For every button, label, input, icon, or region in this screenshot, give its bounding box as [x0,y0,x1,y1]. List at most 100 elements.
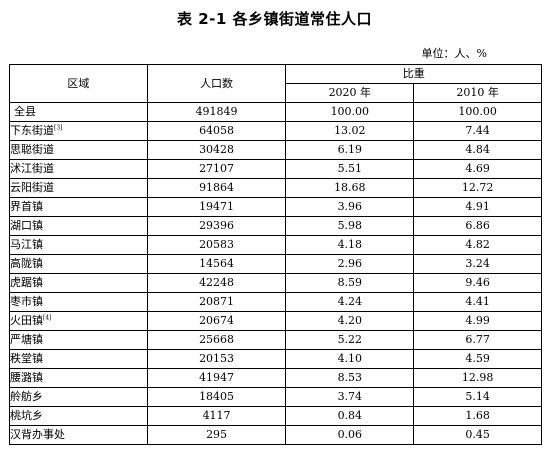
table-row: 汉背办事处 295 0.06 0.45 [9,425,542,445]
region-cell: 全县 [9,102,148,122]
region-cell: 云阳街道 [9,178,148,198]
population-cell: 91864 [146,178,287,198]
share-2010-cell: 4.82 [413,235,542,255]
share-2010-cell: 7.44 [413,121,542,141]
region-name: 秩堂镇 [10,352,43,365]
region-name: 枣市镇 [10,295,43,308]
share-2020-cell: 5.51 [285,159,415,179]
table-row: 沭江街道 27107 5.51 4.69 [9,159,542,179]
table-row: 秩堂镇 20153 4.10 4.59 [9,349,542,369]
share-2010-cell: 12.72 [413,178,542,198]
region-name: 舲舫乡 [10,390,43,403]
share-2010-cell: 4.91 [413,197,542,217]
region-name: 严塘镇 [10,333,43,346]
region-cell: 汉背办事处 [9,425,148,445]
region-cell: 界首镇 [9,197,148,217]
region-cell: 高陇镇 [9,254,148,274]
region-cell: 秩堂镇 [9,349,148,369]
share-2010-cell: 4.69 [413,159,542,179]
table-row: 虎踞镇 42248 8.59 9.46 [9,273,542,293]
share-2010-cell: 0.45 [413,425,542,445]
share-2020-cell: 3.96 [285,197,415,217]
region-cell: 马江镇 [9,235,148,255]
share-2020-cell: 2.96 [285,254,415,274]
region-name: 汉背办事处 [10,428,65,441]
share-2020-cell: 13.02 [285,121,415,141]
header-year-2010: 2010 年 [413,83,542,103]
region-cell: 下东街道[3] [9,121,148,141]
share-2020-cell: 6.19 [285,140,415,160]
population-cell: 4117 [146,406,287,426]
share-2020-cell: 3.74 [285,387,415,407]
share-2010-cell: 3.24 [413,254,542,274]
table-row: 舲舫乡 18405 3.74 5.14 [9,387,542,407]
region-name: 高陇镇 [10,257,43,270]
population-cell: 20583 [146,235,287,255]
share-2020-cell: 4.18 [285,235,415,255]
table-row: 界首镇 19471 3.96 4.91 [9,197,542,217]
share-2010-cell: 4.99 [413,311,542,331]
share-2010-cell: 9.46 [413,273,542,293]
region-cell: 思聪街道 [9,140,148,160]
population-table: 区域 人口数 比重 2020 年 2010 年 全县 491849 100.00 10… [9,64,542,445]
population-cell: 295 [146,425,287,445]
share-2020-cell: 4.10 [285,349,415,369]
share-2010-cell: 100.00 [413,102,542,122]
region-cell: 严塘镇 [9,330,148,350]
population-cell: 25668 [146,330,287,350]
population-cell: 18405 [146,387,287,407]
table-row: 枣市镇 20871 4.24 4.41 [9,292,542,312]
region-name: 沭江街道 [10,162,54,175]
header-share: 比重 [285,64,542,84]
share-2020-cell: 4.20 [285,311,415,331]
share-2010-cell: 4.84 [413,140,542,160]
table-row: 桃坑乡 4117 0.84 1.68 [9,406,542,426]
table-row: 湖口镇 29396 5.98 6.86 [9,216,542,236]
region-name: 虎踞镇 [10,276,43,289]
population-cell: 41947 [146,368,287,388]
table-row: 火田镇[4] 20674 4.20 4.99 [9,311,542,331]
share-2010-cell: 4.41 [413,292,542,312]
share-2020-cell: 4.24 [285,292,415,312]
region-name: 马江镇 [10,238,43,251]
share-2020-cell: 0.84 [285,406,415,426]
region-cell: 枣市镇 [9,292,148,312]
population-cell: 19471 [146,197,287,217]
table-row: 全县 491849 100.00 100.00 [9,102,542,122]
region-name: 下东街道 [10,124,54,137]
population-cell: 20674 [146,311,287,331]
region-name: 火田镇 [10,314,43,327]
share-2010-cell: 4.59 [413,349,542,369]
region-name: 腰潞镇 [10,371,43,384]
population-cell: 14564 [146,254,287,274]
region-cell: 虎踞镇 [9,273,148,293]
table-row: 严塘镇 25668 5.22 6.77 [9,330,542,350]
region-name: 云阳街道 [10,181,54,194]
header-region: 区域 [9,64,148,103]
region-cell: 沭江街道 [9,159,148,179]
region-cell: 腰潞镇 [9,368,148,388]
share-2020-cell: 5.22 [285,330,415,350]
share-2010-cell: 12.98 [413,368,542,388]
population-cell: 64058 [146,121,287,141]
table-row: 高陇镇 14564 2.96 3.24 [9,254,542,274]
table-row: 思聪街道 30428 6.19 4.84 [9,140,542,160]
region-name: 界首镇 [10,200,43,213]
population-cell: 27107 [146,159,287,179]
region-cell: 火田镇[4] [9,311,148,331]
region-cell: 桃坑乡 [9,406,148,426]
unit-label: 单位：人、% [421,47,487,60]
share-2010-cell: 6.86 [413,216,542,236]
region-name: 湖口镇 [10,219,43,232]
population-cell: 20871 [146,292,287,312]
header-population: 人口数 [146,64,287,103]
header-year-2020: 2020 年 [285,83,415,103]
population-cell: 20153 [146,349,287,369]
share-2020-cell: 100.00 [285,102,415,122]
region-cell: 湖口镇 [9,216,148,236]
table-row: 下东街道[3] 64058 13.02 7.44 [9,121,542,141]
region-name: 思聪街道 [10,143,54,156]
table-row: 马江镇 20583 4.18 4.82 [9,235,542,255]
share-2010-cell: 5.14 [413,387,542,407]
table-title: 表 2-1 各乡镇街道常住人口 [176,10,373,28]
